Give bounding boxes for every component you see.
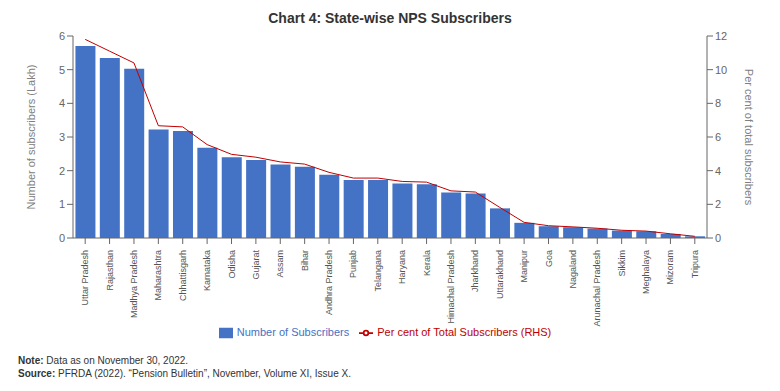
svg-text:Haryana: Haryana — [397, 250, 407, 284]
svg-text:Punjab: Punjab — [348, 250, 358, 278]
svg-text:6: 6 — [715, 131, 721, 143]
svg-text:Uttar Pradesh: Uttar Pradesh — [80, 250, 90, 306]
svg-text:Jharkhand: Jharkhand — [470, 250, 480, 292]
svg-text:4: 4 — [59, 97, 65, 109]
svg-text:5: 5 — [59, 64, 65, 76]
svg-text:Tripura: Tripura — [690, 250, 700, 278]
svg-text:10: 10 — [715, 64, 727, 76]
svg-text:8: 8 — [715, 97, 721, 109]
html-text:Per cent of Total Subscribers: Per cent of Total Subscribers (RHS) — [377, 326, 552, 338]
svg-text:Goa: Goa — [544, 250, 554, 267]
svg-text:0: 0 — [59, 232, 65, 244]
svg-text:2: 2 — [715, 198, 721, 210]
svg-text:Nagaland: Nagaland — [568, 250, 578, 289]
svg-text:1: 1 — [59, 198, 65, 210]
svg-text:6: 6 — [59, 30, 65, 42]
svg-text:Mizoram: Mizoram — [665, 250, 675, 285]
svg-text:Odisha: Odisha — [227, 250, 237, 279]
svg-text:3: 3 — [59, 131, 65, 143]
svg-text:Himachal Pradesh: Himachal Pradesh — [446, 250, 456, 324]
html-text:Chart 4: State-wise NPS Subscr: Chart 4: State-wise NPS Subscribers — [268, 10, 512, 26]
svg-text:Sikkim: Sikkim — [617, 250, 627, 277]
svg-text:Karnataka: Karnataka — [202, 250, 212, 291]
svg-text:12: 12 — [715, 30, 727, 42]
svg-text:Arunachal Pradesh: Arunachal Pradesh — [592, 250, 602, 327]
svg-text:Rajasthan: Rajasthan — [105, 250, 115, 291]
svg-text:Telangana: Telangana — [373, 250, 383, 292]
html-text:Number of Subscribers: Number of Subscribers — [236, 326, 350, 338]
svg-text:Per cent of total subscribers: Per cent of total subscribers — [743, 69, 755, 206]
html-text:Source: PFRDA (2022). “Pension: Source: PFRDA (2022). “Pension Bulletin”… — [18, 368, 351, 379]
svg-text:Madhya Pradesh: Madhya Pradesh — [129, 250, 139, 318]
svg-text:Assam: Assam — [275, 250, 285, 278]
html-text:Note: Data as on November 30,: Note: Data as on November 30, 2022. — [18, 355, 189, 366]
svg-text:Gujarat: Gujarat — [251, 250, 261, 280]
svg-text:Kerala: Kerala — [422, 250, 432, 276]
svg-text:Uttarakhand: Uttarakhand — [495, 250, 505, 299]
svg-text:Meghalaya: Meghalaya — [641, 250, 651, 294]
svg-text:Manipur: Manipur — [519, 250, 529, 283]
svg-text:0: 0 — [715, 232, 721, 244]
svg-text:2: 2 — [59, 165, 65, 177]
svg-text:Andhra Pradesh: Andhra Pradesh — [324, 250, 334, 315]
svg-text:Number of subscribers (Lakh): Number of subscribers (Lakh) — [25, 65, 37, 210]
svg-text:Maharashtra: Maharashtra — [153, 250, 163, 301]
svg-text:Chhattisgarh: Chhattisgarh — [178, 250, 188, 301]
svg-text:Bihar: Bihar — [300, 250, 310, 271]
svg-text:4: 4 — [715, 165, 721, 177]
